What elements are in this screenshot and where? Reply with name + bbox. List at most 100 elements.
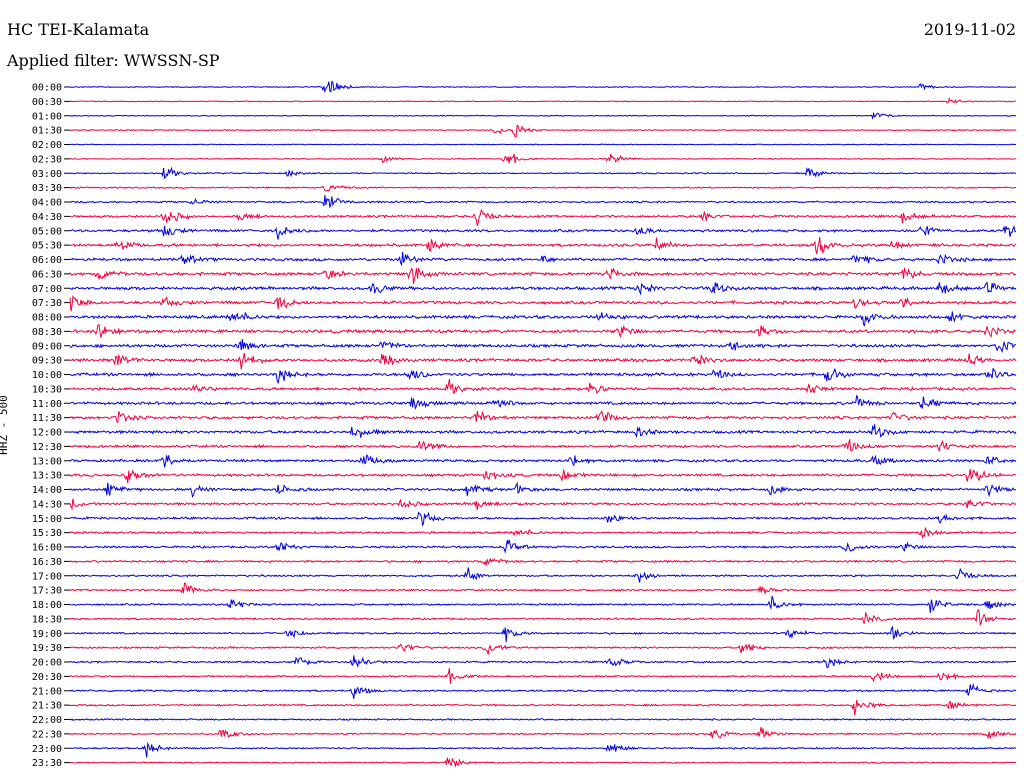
trace-1800 — [69, 595, 1017, 613]
row-label-2130: 21:30 — [32, 701, 62, 712]
trace-0600 — [69, 251, 1017, 267]
row-label-0930: 09:30 — [32, 356, 62, 367]
row-label-0730: 07:30 — [32, 298, 62, 309]
row-label-0400: 04:00 — [32, 198, 62, 209]
row-label-0030: 00:30 — [32, 97, 62, 108]
row-label-2230: 22:30 — [32, 729, 62, 740]
row-label-1500: 15:00 — [32, 514, 62, 525]
trace-2000 — [69, 655, 1017, 669]
row-label-2330: 23:30 — [32, 758, 62, 769]
trace-1730 — [69, 582, 1016, 596]
trace-0200 — [69, 143, 1017, 146]
trace-1700 — [69, 567, 1017, 583]
date-label: 2019-11-02 — [923, 20, 1016, 39]
trace-0900 — [69, 338, 1017, 354]
trace-1130 — [69, 410, 1017, 424]
row-label-0200: 02:00 — [32, 140, 62, 151]
trace-0000 — [69, 80, 1017, 94]
trace-0500 — [69, 224, 1017, 240]
trace-0100 — [69, 111, 1017, 121]
row-label-1600: 16:00 — [32, 543, 62, 554]
row-label-1800: 18:00 — [32, 600, 62, 611]
row-label-1130: 11:30 — [32, 413, 62, 424]
row-label-0630: 06:30 — [32, 269, 62, 280]
row-label-1330: 13:30 — [32, 471, 62, 482]
trace-0130 — [70, 124, 1017, 138]
row-label-1030: 10:30 — [32, 384, 62, 395]
row-label-1930: 19:30 — [32, 643, 62, 654]
trace-0530 — [69, 237, 1017, 255]
row-label-0500: 05:00 — [32, 226, 62, 237]
row-label-0530: 05:30 — [32, 241, 62, 252]
trace-0300 — [69, 166, 1017, 180]
trace-1600 — [69, 539, 1017, 554]
trace-0930 — [69, 352, 1017, 370]
trace-0830 — [69, 323, 1017, 338]
row-label-0000: 00:00 — [32, 83, 62, 94]
trace-2200 — [69, 717, 1017, 722]
y-axis-label: HHZ - 500 — [0, 395, 21, 475]
trace-2100 — [69, 682, 1017, 699]
row-label-0300: 03:00 — [32, 169, 62, 180]
row-label-1430: 14:30 — [32, 499, 62, 510]
row-label-0900: 09:00 — [32, 341, 62, 352]
trace-0230 — [70, 153, 1017, 164]
trace-1100 — [69, 395, 1017, 411]
row-label-0700: 07:00 — [32, 284, 62, 295]
row-label-0830: 08:30 — [32, 327, 62, 338]
row-label-1700: 17:00 — [32, 571, 62, 582]
trace-1230 — [69, 439, 1016, 453]
trace-0700 — [69, 281, 1017, 296]
row-label-0430: 04:30 — [32, 212, 62, 223]
trace-1930 — [69, 643, 1017, 655]
trace-1530 — [69, 527, 1017, 540]
trace-1200 — [69, 424, 1017, 438]
row-label-1530: 15:30 — [32, 528, 62, 539]
row-label-1830: 18:30 — [32, 614, 62, 625]
row-label-1730: 17:30 — [32, 586, 62, 597]
trace-0800 — [69, 311, 1017, 327]
trace-2330 — [69, 757, 1017, 767]
trace-2030 — [69, 668, 1017, 684]
trace-1400 — [69, 481, 1017, 499]
trace-0030 — [69, 97, 1017, 104]
row-label-0100: 01:00 — [32, 111, 62, 122]
trace-0730 — [69, 294, 1017, 312]
trace-1630 — [69, 557, 1017, 566]
row-label-1230: 12:30 — [32, 442, 62, 453]
station-title: HC TEI-Kalamata — [7, 20, 150, 39]
row-label-2300: 23:00 — [32, 744, 62, 755]
row-label-2200: 22:00 — [32, 715, 62, 726]
trace-1030 — [69, 379, 1017, 394]
trace-1900 — [69, 625, 1017, 643]
trace-1300 — [69, 454, 1017, 468]
row-label-1400: 14:00 — [32, 485, 62, 496]
trace-1500 — [69, 511, 1017, 527]
trace-2130 — [69, 700, 1017, 716]
row-label-0600: 06:00 — [32, 255, 62, 266]
trace-1000 — [69, 367, 1017, 384]
trace-0430 — [69, 208, 1017, 226]
trace-1830 — [69, 608, 1017, 626]
row-label-1100: 11:00 — [32, 399, 62, 410]
row-label-1900: 19:00 — [32, 629, 62, 640]
trace-2300 — [70, 741, 1017, 758]
trace-2230 — [69, 726, 1017, 740]
row-label-0130: 01:30 — [32, 126, 62, 137]
row-label-2030: 20:30 — [32, 672, 62, 683]
row-label-2100: 21:00 — [32, 686, 62, 697]
trace-0330 — [69, 184, 1017, 192]
row-label-2000: 20:00 — [32, 658, 62, 669]
row-label-1630: 16:30 — [32, 557, 62, 568]
row-label-0330: 03:30 — [32, 183, 62, 194]
trace-0630 — [69, 267, 1017, 284]
y-axis-label-text: HHZ - 500 — [0, 395, 10, 455]
trace-1430 — [69, 498, 1017, 511]
trace-0400 — [69, 195, 1017, 208]
row-label-0230: 02:30 — [32, 154, 62, 165]
filter-label: Applied filter: WWSSN-SP — [7, 51, 220, 70]
row-label-0800: 08:00 — [32, 313, 62, 324]
row-label-1000: 10:00 — [32, 370, 62, 381]
row-label-1300: 13:00 — [32, 456, 62, 467]
